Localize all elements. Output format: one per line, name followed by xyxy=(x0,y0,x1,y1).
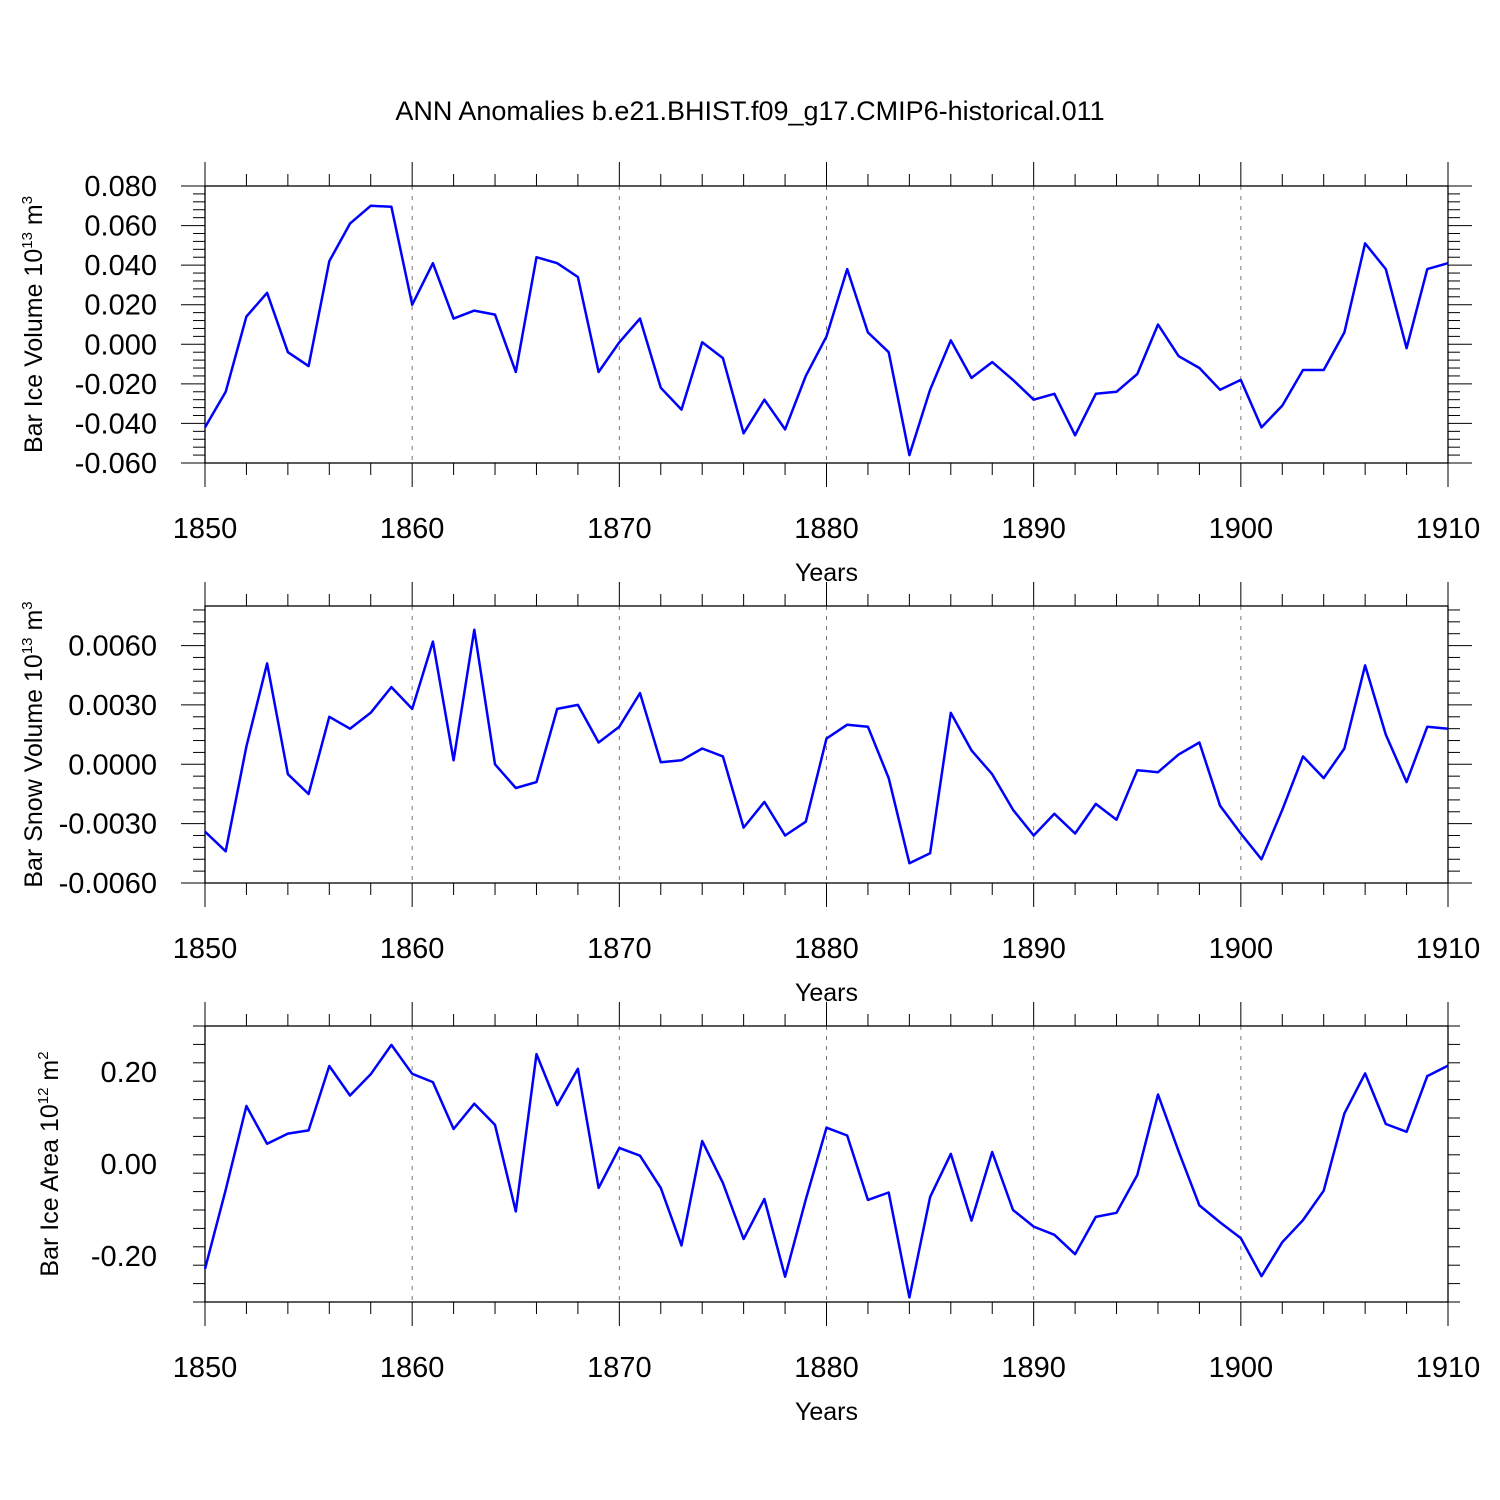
x-tick-label: 1860 xyxy=(380,1352,445,1384)
y-tick-label: 0.040 xyxy=(84,250,157,282)
y-tick-label: -0.20 xyxy=(91,1241,157,1273)
series-line xyxy=(203,1043,1449,1299)
x-tick-label: 1850 xyxy=(173,933,238,965)
y-axis-label: Bar Ice Volume 1013 m3 xyxy=(19,196,48,453)
figure-title: ANN Anomalies b.e21.BHIST.f09_g17.CMIP6-… xyxy=(395,96,1105,126)
x-tick-label: 1890 xyxy=(1001,933,1066,965)
x-tick-label: 1880 xyxy=(794,513,859,545)
y-tick-label: -0.020 xyxy=(75,369,157,401)
y-axis-label: Bar Ice Area 1012 m2 xyxy=(35,1051,64,1276)
y-tick-label: -0.0030 xyxy=(59,809,157,841)
y-tick-label: 0.0060 xyxy=(68,631,157,663)
x-tick-label: 1880 xyxy=(794,933,859,965)
x-tick-label: 1890 xyxy=(1001,513,1066,545)
panel-3: 1850 1860 1870 1880 1890 1900 1910 Years 0.20 0.0… xyxy=(35,1002,1480,1426)
x-tick-label: 1860 xyxy=(380,513,445,545)
x-tick-label: 1880 xyxy=(794,1352,859,1384)
panel-1: 1850 1860 1870 1880 1890 1900 1910Years0.0800.… xyxy=(19,162,1480,587)
panel-2: 1850 1860 1870 1880 1890 1900 1910Years0.00600… xyxy=(19,582,1480,1007)
x-tick-label: 1870 xyxy=(587,513,652,545)
y-tick-label: 0.080 xyxy=(84,171,157,203)
y-tick-label: 0.20 xyxy=(101,1057,157,1089)
x-tick-label: 1900 xyxy=(1209,513,1274,545)
x-tick-label: 1890 xyxy=(1001,1352,1066,1384)
series-line xyxy=(204,628,1449,865)
x-tick-label: 1860 xyxy=(380,933,445,965)
x-tick-label: 1900 xyxy=(1209,933,1274,965)
x-tick-label: 1870 xyxy=(587,1352,652,1384)
y-tick-label: -0.040 xyxy=(75,408,157,440)
series-line xyxy=(203,204,1449,457)
x-tick-label: 1910 xyxy=(1416,513,1481,545)
y-tick-label: 0.0000 xyxy=(68,749,157,781)
y-tick-label: 0.060 xyxy=(84,211,157,243)
x-tick-label: 1910 xyxy=(1416,1352,1481,1384)
y-tick-label: 0.00 xyxy=(101,1149,157,1181)
x-tick-label: 1850 xyxy=(173,1352,238,1384)
y-tick-label: -0.060 xyxy=(75,448,157,480)
y-tick-label: 0.020 xyxy=(84,290,157,322)
y-axis-label: Bar Snow Volume 1013 m3 xyxy=(19,601,48,887)
y-tick-label: 0.0030 xyxy=(68,690,157,722)
y-tick-label: -0.0060 xyxy=(59,868,157,900)
x-tick-label: 1870 xyxy=(587,933,652,965)
x-tick-label: 1910 xyxy=(1416,933,1481,965)
x-tick-label: 1900 xyxy=(1209,1352,1274,1384)
x-axis-label: Years xyxy=(795,1398,858,1426)
x-tick-label: 1850 xyxy=(173,513,238,545)
y-tick-label: 0.000 xyxy=(84,329,157,361)
